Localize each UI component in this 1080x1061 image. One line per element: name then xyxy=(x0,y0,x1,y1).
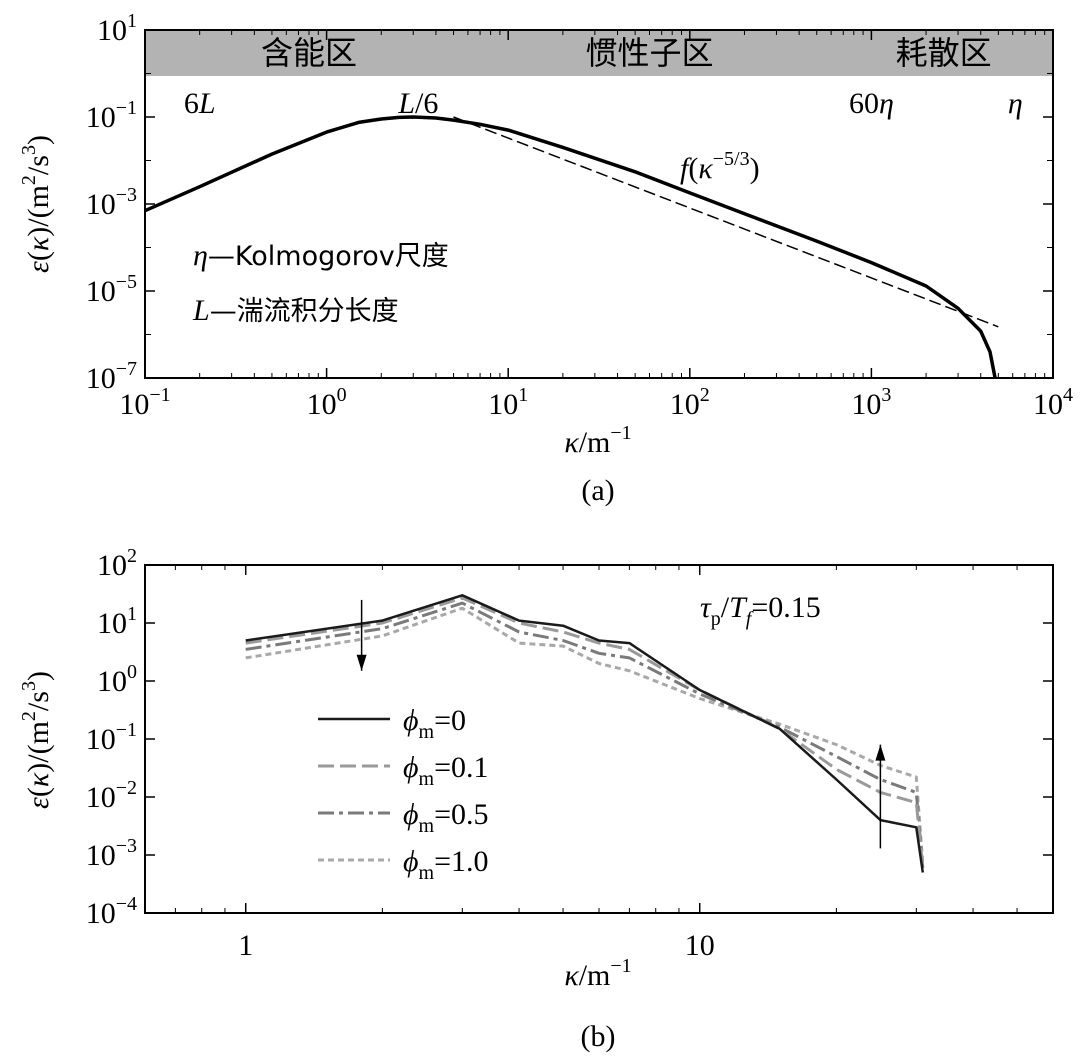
x-axis-label: κ/m−1 xyxy=(564,955,631,992)
series-line xyxy=(245,601,925,869)
x-tick-label: 10 xyxy=(685,929,715,962)
region-label: 含能区 xyxy=(261,34,357,72)
x-tick-label: 101 xyxy=(488,384,528,421)
y-tick-label: 10−5 xyxy=(86,271,137,308)
x-tick-label: 102 xyxy=(670,384,710,421)
panel-a: 含能区 惯性子区 耗散区 6L L/6 60η η 10−1 100 101 102 103 104… xyxy=(18,10,1073,507)
region-label: 耗散区 xyxy=(896,34,992,72)
y-axis-label: ε(κ)/(m2/s3) xyxy=(18,671,55,809)
energy-spectrum-line xyxy=(144,115,997,379)
x-tick-label: 104 xyxy=(1033,384,1073,421)
legend-label: ϕm=0 xyxy=(403,704,466,743)
y-tick-label: 100 xyxy=(97,661,137,698)
legend-label: ϕm=1.0 xyxy=(403,845,489,884)
y-tick-label: 10−1 xyxy=(86,719,137,756)
y-tick-label: 10−1 xyxy=(86,97,137,134)
region-band xyxy=(145,30,1053,76)
dashed-line-label: f(κ−5/3) xyxy=(680,148,760,185)
trend-arrow-head xyxy=(356,654,367,671)
region-label: 惯性子区 xyxy=(586,34,714,72)
y-tick-label: 102 xyxy=(97,545,137,582)
scale-label: 6L xyxy=(184,87,216,120)
x-tick-label: 103 xyxy=(851,384,891,421)
series-line xyxy=(245,594,925,873)
plot-frame xyxy=(144,564,1054,914)
scale-label: L/6 xyxy=(397,87,438,120)
y-tick-label: 101 xyxy=(97,603,137,640)
scale-definition: L—湍流积分长度 xyxy=(192,294,399,327)
legend-label: ϕm=0.5 xyxy=(403,798,489,837)
scale-label: 60η xyxy=(849,87,894,120)
x-tick-label: 1 xyxy=(238,929,253,962)
plot-frame xyxy=(144,29,1054,379)
legend-label: ϕm=0.1 xyxy=(403,751,489,790)
y-tick-label: 10−4 xyxy=(86,893,137,930)
y-tick-label: 10−3 xyxy=(86,184,137,221)
scale-definition: η—Kolmogorov尺度 xyxy=(193,239,449,272)
y-axis-label: ε(κ)/(m2/s3) xyxy=(18,135,55,273)
x-tick-label: 100 xyxy=(307,384,347,421)
panel-label: (a) xyxy=(581,474,614,507)
y-tick-label: 10−2 xyxy=(86,777,137,814)
x-axis-label: κ/m−1 xyxy=(564,422,631,459)
panel-b: 1 10 10−4 10−3 10−2 10−1 100 101 102 ϕm=0 ϕm=0.1 ϕ… xyxy=(18,545,1054,1053)
tau-annotation: τp/Tf=0.15 xyxy=(700,591,821,630)
kolmogorov-slope-line xyxy=(453,116,999,328)
scale-label: η xyxy=(1008,87,1023,120)
y-tick-label: 10−3 xyxy=(86,835,137,872)
y-tick-label: 10−7 xyxy=(86,358,137,395)
x-tick-label: 10−1 xyxy=(119,384,170,421)
panel-label: (b) xyxy=(581,1020,616,1053)
series-line xyxy=(245,596,925,869)
trend-arrow-head xyxy=(875,744,886,761)
y-tick-label: 101 xyxy=(97,10,137,47)
